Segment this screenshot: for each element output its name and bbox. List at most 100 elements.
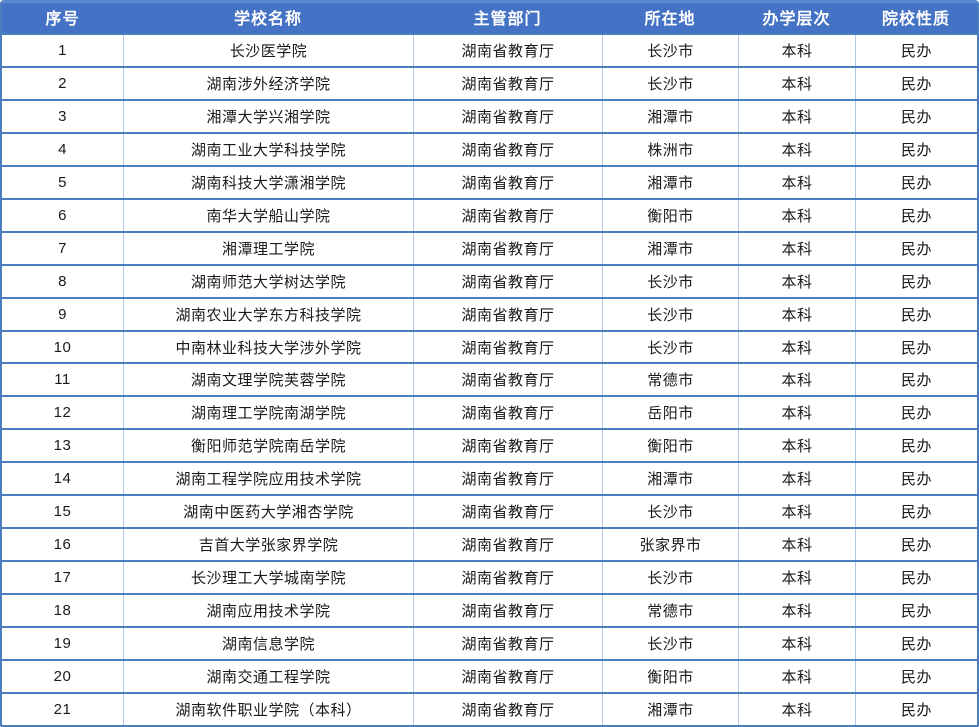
table-row: 1 长沙医学院 湖南省教育厅 长沙市 本科 民办 bbox=[2, 32, 977, 66]
cell-city: 长沙市 bbox=[602, 265, 738, 297]
cell-index: 4 bbox=[58, 140, 67, 158]
cell-type: 民办 bbox=[855, 133, 977, 165]
cell-school: 湖南工业大学科技学院 bbox=[123, 133, 413, 165]
table-row: 4 湖南工业大学科技学院 湖南省教育厅 株洲市 本科 民办 bbox=[2, 131, 977, 165]
cell-school: 湖南农业大学东方科技学院 bbox=[123, 298, 413, 330]
cell-school: 湖南中医药大学湘杏学院 bbox=[123, 496, 413, 528]
cell-type: 民办 bbox=[855, 298, 977, 330]
header-school: 学校名称 bbox=[233, 11, 302, 29]
cell-school: 湘潭大学兴湘学院 bbox=[123, 100, 413, 132]
cell-department: 湖南省教育厅 bbox=[413, 67, 602, 99]
cell-school: 湖南涉外经济学院 bbox=[123, 67, 413, 99]
cell-index: 10 bbox=[53, 338, 72, 356]
cell-city: 长沙市 bbox=[602, 496, 738, 528]
cell-city: 湘潭市 bbox=[602, 100, 738, 132]
cell-level: 本科 bbox=[738, 430, 855, 462]
cell-department: 湖南省教育厅 bbox=[413, 298, 602, 330]
cell-department: 湖南省教育厅 bbox=[413, 595, 602, 627]
cell-city: 衡阳市 bbox=[602, 430, 738, 462]
table-row: 14 湖南工程学院应用技术学院 湖南省教育厅 湘潭市 本科 民办 bbox=[2, 461, 977, 495]
table-row: 12 湖南理工学院南湖学院 湖南省教育厅 岳阳市 本科 民办 bbox=[2, 395, 977, 429]
cell-city: 长沙市 bbox=[602, 331, 738, 363]
cell-type: 民办 bbox=[855, 166, 977, 198]
cell-index: 20 bbox=[53, 668, 72, 686]
cell-type: 民办 bbox=[855, 364, 977, 396]
cell-department: 湖南省教育厅 bbox=[413, 166, 602, 198]
table-row: 18 湖南应用技术学院 湖南省教育厅 常德市 本科 民办 bbox=[2, 593, 977, 627]
cell-city: 湘潭市 bbox=[602, 463, 738, 495]
cell-department: 湖南省教育厅 bbox=[413, 694, 602, 725]
cell-department: 湖南省教育厅 bbox=[413, 199, 602, 231]
header-type: 院校性质 bbox=[881, 11, 950, 29]
cell-city: 常德市 bbox=[602, 364, 738, 396]
cell-department: 湖南省教育厅 bbox=[413, 529, 602, 561]
cell-department: 湖南省教育厅 bbox=[413, 34, 602, 66]
cell-department: 湖南省教育厅 bbox=[413, 397, 602, 429]
cell-department: 湖南省教育厅 bbox=[413, 232, 602, 264]
table-row: 2 湖南涉外经济学院 湖南省教育厅 长沙市 本科 民办 bbox=[2, 65, 977, 99]
table-row: 10 中南林业科技大学涉外学院 湖南省教育厅 长沙市 本科 民办 bbox=[2, 329, 977, 363]
cell-index: 16 bbox=[53, 536, 72, 554]
cell-type: 民办 bbox=[855, 430, 977, 462]
cell-department: 湖南省教育厅 bbox=[413, 100, 602, 132]
table-row: 9 湖南农业大学东方科技学院 湖南省教育厅 长沙市 本科 民办 bbox=[2, 296, 977, 330]
cell-type: 民办 bbox=[855, 397, 977, 429]
header-level: 办学层次 bbox=[762, 11, 831, 29]
cell-level: 本科 bbox=[738, 529, 855, 561]
cell-level: 本科 bbox=[738, 232, 855, 264]
cell-type: 民办 bbox=[855, 463, 977, 495]
cell-level: 本科 bbox=[738, 331, 855, 363]
cell-city: 长沙市 bbox=[602, 298, 738, 330]
header-department: 主管部门 bbox=[473, 11, 542, 29]
cell-index: 19 bbox=[53, 635, 72, 653]
cell-city: 株洲市 bbox=[602, 133, 738, 165]
cell-school: 长沙医学院 bbox=[123, 34, 413, 66]
cell-department: 湖南省教育厅 bbox=[413, 628, 602, 660]
cell-level: 本科 bbox=[738, 694, 855, 725]
cell-type: 民办 bbox=[855, 529, 977, 561]
cell-level: 本科 bbox=[738, 199, 855, 231]
cell-level: 本科 bbox=[738, 298, 855, 330]
cell-school: 湖南信息学院 bbox=[123, 628, 413, 660]
cell-type: 民办 bbox=[855, 100, 977, 132]
cell-index: 18 bbox=[53, 602, 72, 620]
cell-city: 湘潭市 bbox=[602, 694, 738, 725]
cell-index: 17 bbox=[53, 569, 72, 587]
cell-level: 本科 bbox=[738, 496, 855, 528]
cell-department: 湖南省教育厅 bbox=[413, 463, 602, 495]
table-row: 20 湖南交通工程学院 湖南省教育厅 衡阳市 本科 民办 bbox=[2, 659, 977, 693]
cell-school: 湖南工程学院应用技术学院 bbox=[123, 463, 413, 495]
cell-department: 湖南省教育厅 bbox=[413, 265, 602, 297]
cell-type: 民办 bbox=[855, 331, 977, 363]
cell-level: 本科 bbox=[738, 265, 855, 297]
cell-index: 3 bbox=[58, 107, 67, 125]
cell-index: 15 bbox=[53, 503, 72, 521]
cell-type: 民办 bbox=[855, 661, 977, 693]
cell-index: 9 bbox=[58, 305, 67, 323]
cell-department: 湖南省教育厅 bbox=[413, 133, 602, 165]
cell-department: 湖南省教育厅 bbox=[413, 661, 602, 693]
table-row: 13 衡阳师范学院南岳学院 湖南省教育厅 衡阳市 本科 民办 bbox=[2, 428, 977, 462]
cell-level: 本科 bbox=[738, 67, 855, 99]
cell-level: 本科 bbox=[738, 562, 855, 594]
cell-department: 湖南省教育厅 bbox=[413, 331, 602, 363]
cell-department: 湖南省教育厅 bbox=[413, 562, 602, 594]
cell-school: 湘潭理工学院 bbox=[123, 232, 413, 264]
cell-type: 民办 bbox=[855, 199, 977, 231]
cell-level: 本科 bbox=[738, 100, 855, 132]
table-row: 7 湘潭理工学院 湖南省教育厅 湘潭市 本科 民办 bbox=[2, 230, 977, 264]
cell-school: 湖南师范大学树达学院 bbox=[123, 265, 413, 297]
cell-school: 湖南软件职业学院（本科） bbox=[123, 694, 413, 725]
cell-index: 8 bbox=[58, 272, 67, 290]
cell-index: 12 bbox=[53, 404, 72, 422]
cell-type: 民办 bbox=[855, 595, 977, 627]
cell-level: 本科 bbox=[738, 166, 855, 198]
cell-index: 21 bbox=[53, 700, 72, 718]
table-row: 19 湖南信息学院 湖南省教育厅 长沙市 本科 民办 bbox=[2, 626, 977, 660]
cell-school: 湖南文理学院芙蓉学院 bbox=[123, 364, 413, 396]
cell-department: 湖南省教育厅 bbox=[413, 496, 602, 528]
cell-level: 本科 bbox=[738, 463, 855, 495]
table-row: 6 南华大学船山学院 湖南省教育厅 衡阳市 本科 民办 bbox=[2, 197, 977, 231]
cell-type: 民办 bbox=[855, 496, 977, 528]
